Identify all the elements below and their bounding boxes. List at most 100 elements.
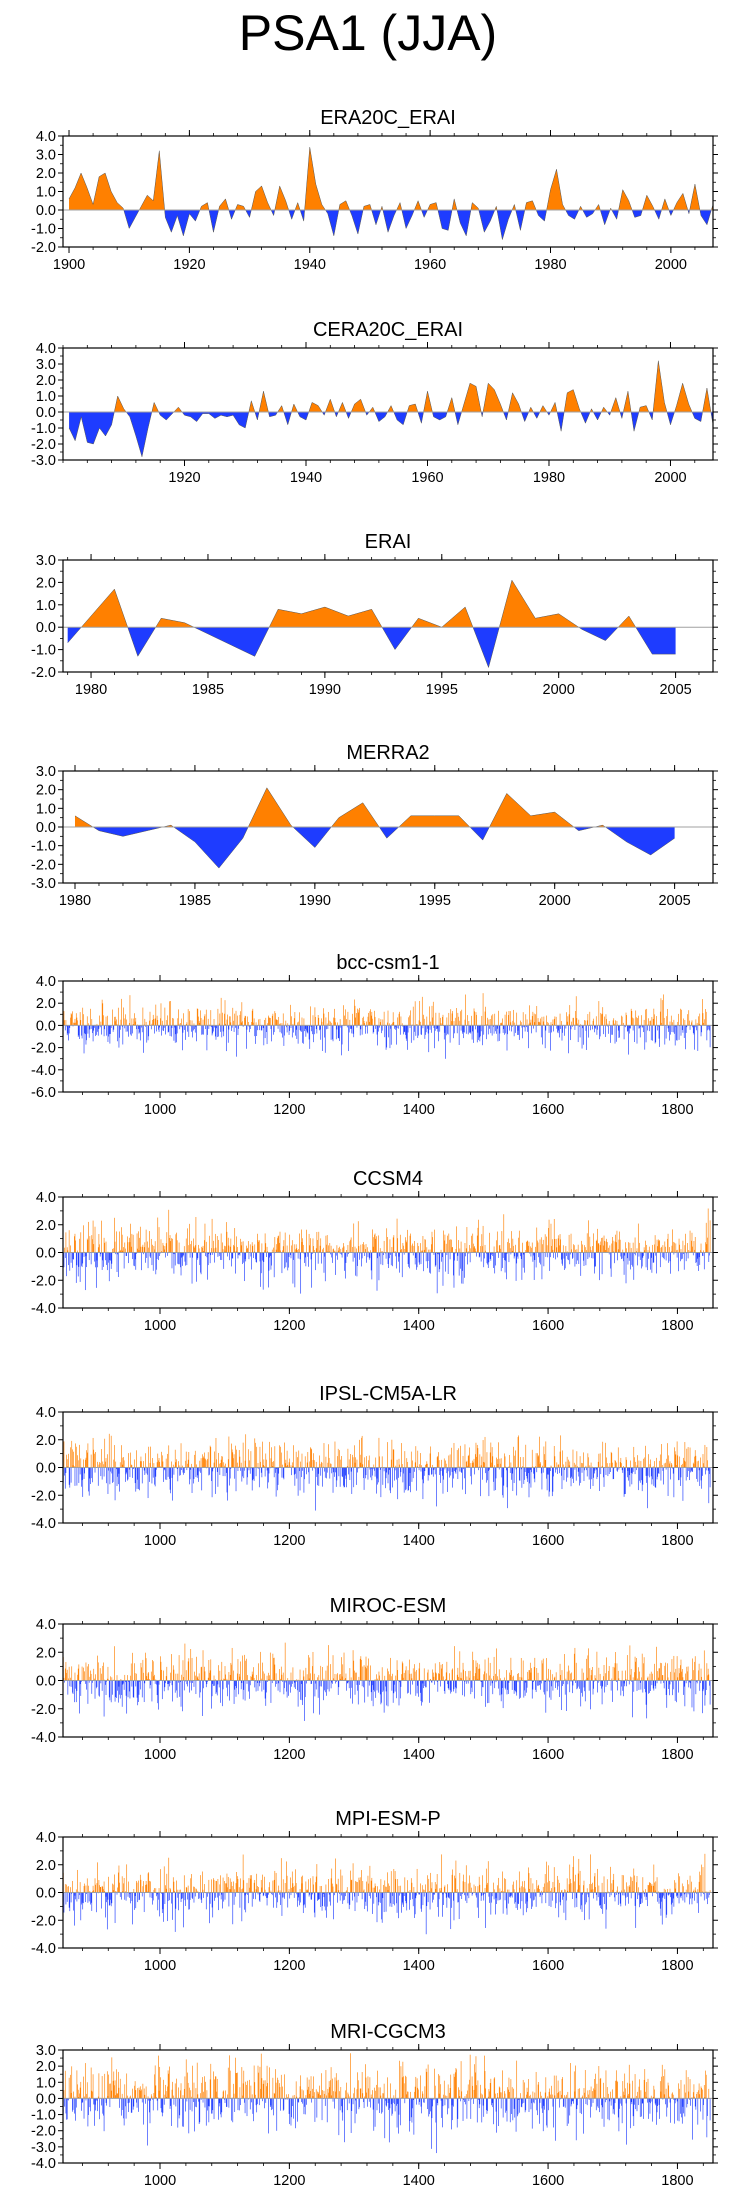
bar xyxy=(594,1252,596,1267)
bar xyxy=(350,1677,352,1681)
bar xyxy=(256,1025,258,1036)
bar xyxy=(491,1015,492,1026)
bar xyxy=(227,1680,228,1697)
bar xyxy=(249,1025,251,1030)
bar xyxy=(702,1467,703,1476)
bar xyxy=(530,1467,532,1488)
bar xyxy=(155,1888,157,1893)
bar xyxy=(435,1252,437,1266)
bar xyxy=(110,1892,112,1907)
bar xyxy=(510,1022,512,1026)
bar xyxy=(134,1673,136,1681)
bar xyxy=(216,1467,218,1472)
bar xyxy=(634,1252,635,1254)
bar xyxy=(411,1245,413,1253)
bar xyxy=(615,1462,617,1468)
bar xyxy=(108,1252,109,1263)
bar xyxy=(571,1021,573,1026)
bar xyxy=(162,1892,164,1910)
bar xyxy=(147,1873,149,1893)
bar xyxy=(200,1252,201,1273)
bar xyxy=(134,1892,136,1896)
bar xyxy=(512,1467,514,1492)
bar xyxy=(263,1025,265,1046)
bar xyxy=(575,1467,577,1481)
bar xyxy=(241,1680,243,1683)
bar xyxy=(612,1467,614,1480)
bar xyxy=(493,1675,494,1681)
bar xyxy=(223,1252,225,1269)
bar xyxy=(508,1252,510,1263)
bar xyxy=(283,1240,285,1253)
bar xyxy=(607,1023,609,1026)
bar xyxy=(634,1467,636,1475)
bar xyxy=(318,1467,320,1486)
bar xyxy=(344,1467,345,1488)
bar xyxy=(417,1680,419,1686)
bar xyxy=(185,1025,186,1040)
bar xyxy=(343,1652,345,1681)
bar xyxy=(206,1252,208,1258)
bar xyxy=(442,1467,443,1476)
bar xyxy=(330,1245,332,1253)
x-tick-label: 2000 xyxy=(539,893,571,909)
y-tick-label: -1.0 xyxy=(31,839,56,855)
bar xyxy=(373,1237,375,1253)
bar xyxy=(407,1680,408,1694)
bar xyxy=(229,1680,230,1701)
bar xyxy=(122,1464,124,1468)
bar xyxy=(341,1252,342,1255)
bar xyxy=(196,1252,198,1260)
bar xyxy=(308,1233,310,1253)
bar xyxy=(467,1456,469,1468)
bar xyxy=(419,1464,421,1468)
bar xyxy=(576,1680,578,1690)
bar xyxy=(669,1461,671,1468)
series-line xyxy=(68,360,713,457)
bar xyxy=(571,1672,573,1681)
bar xyxy=(64,1252,66,1258)
bar xyxy=(464,1467,465,1479)
bar xyxy=(546,1015,547,1026)
bar xyxy=(515,1680,517,1693)
bar xyxy=(314,1007,316,1026)
bar xyxy=(680,1467,681,1486)
bar xyxy=(242,1442,244,1468)
bar xyxy=(612,1240,614,1253)
bar xyxy=(427,1467,429,1481)
bar xyxy=(694,1661,695,1681)
bar xyxy=(388,1252,389,1268)
bar xyxy=(470,1025,472,1034)
bar xyxy=(352,1252,354,1262)
bar xyxy=(632,1467,634,1472)
bar xyxy=(269,1252,271,1256)
bar xyxy=(335,1680,337,1682)
bar xyxy=(107,1467,109,1494)
bar xyxy=(471,1467,472,1485)
bar xyxy=(598,1001,600,1026)
bar xyxy=(269,1652,271,1681)
bar xyxy=(458,1252,460,1276)
bar xyxy=(186,1467,188,1471)
bar xyxy=(453,1021,455,1026)
bar xyxy=(167,1467,169,1477)
bar xyxy=(558,1235,560,1253)
bar xyxy=(368,1455,370,1468)
bar xyxy=(506,1680,508,1695)
bar xyxy=(487,1657,489,1681)
bar xyxy=(671,1659,673,1681)
bar xyxy=(707,1025,708,1031)
bar xyxy=(338,1680,340,1688)
bar xyxy=(496,1648,497,1681)
bar xyxy=(335,1467,336,1473)
bar xyxy=(240,1680,242,1690)
bar xyxy=(371,1252,373,1280)
bar xyxy=(308,1655,309,1681)
bar xyxy=(359,1439,360,1468)
bar xyxy=(105,1892,107,1897)
bar xyxy=(395,1675,397,1681)
bar xyxy=(356,1680,358,1685)
bar xyxy=(422,1467,424,1500)
bar xyxy=(692,1025,693,1028)
bar xyxy=(287,1023,289,1026)
